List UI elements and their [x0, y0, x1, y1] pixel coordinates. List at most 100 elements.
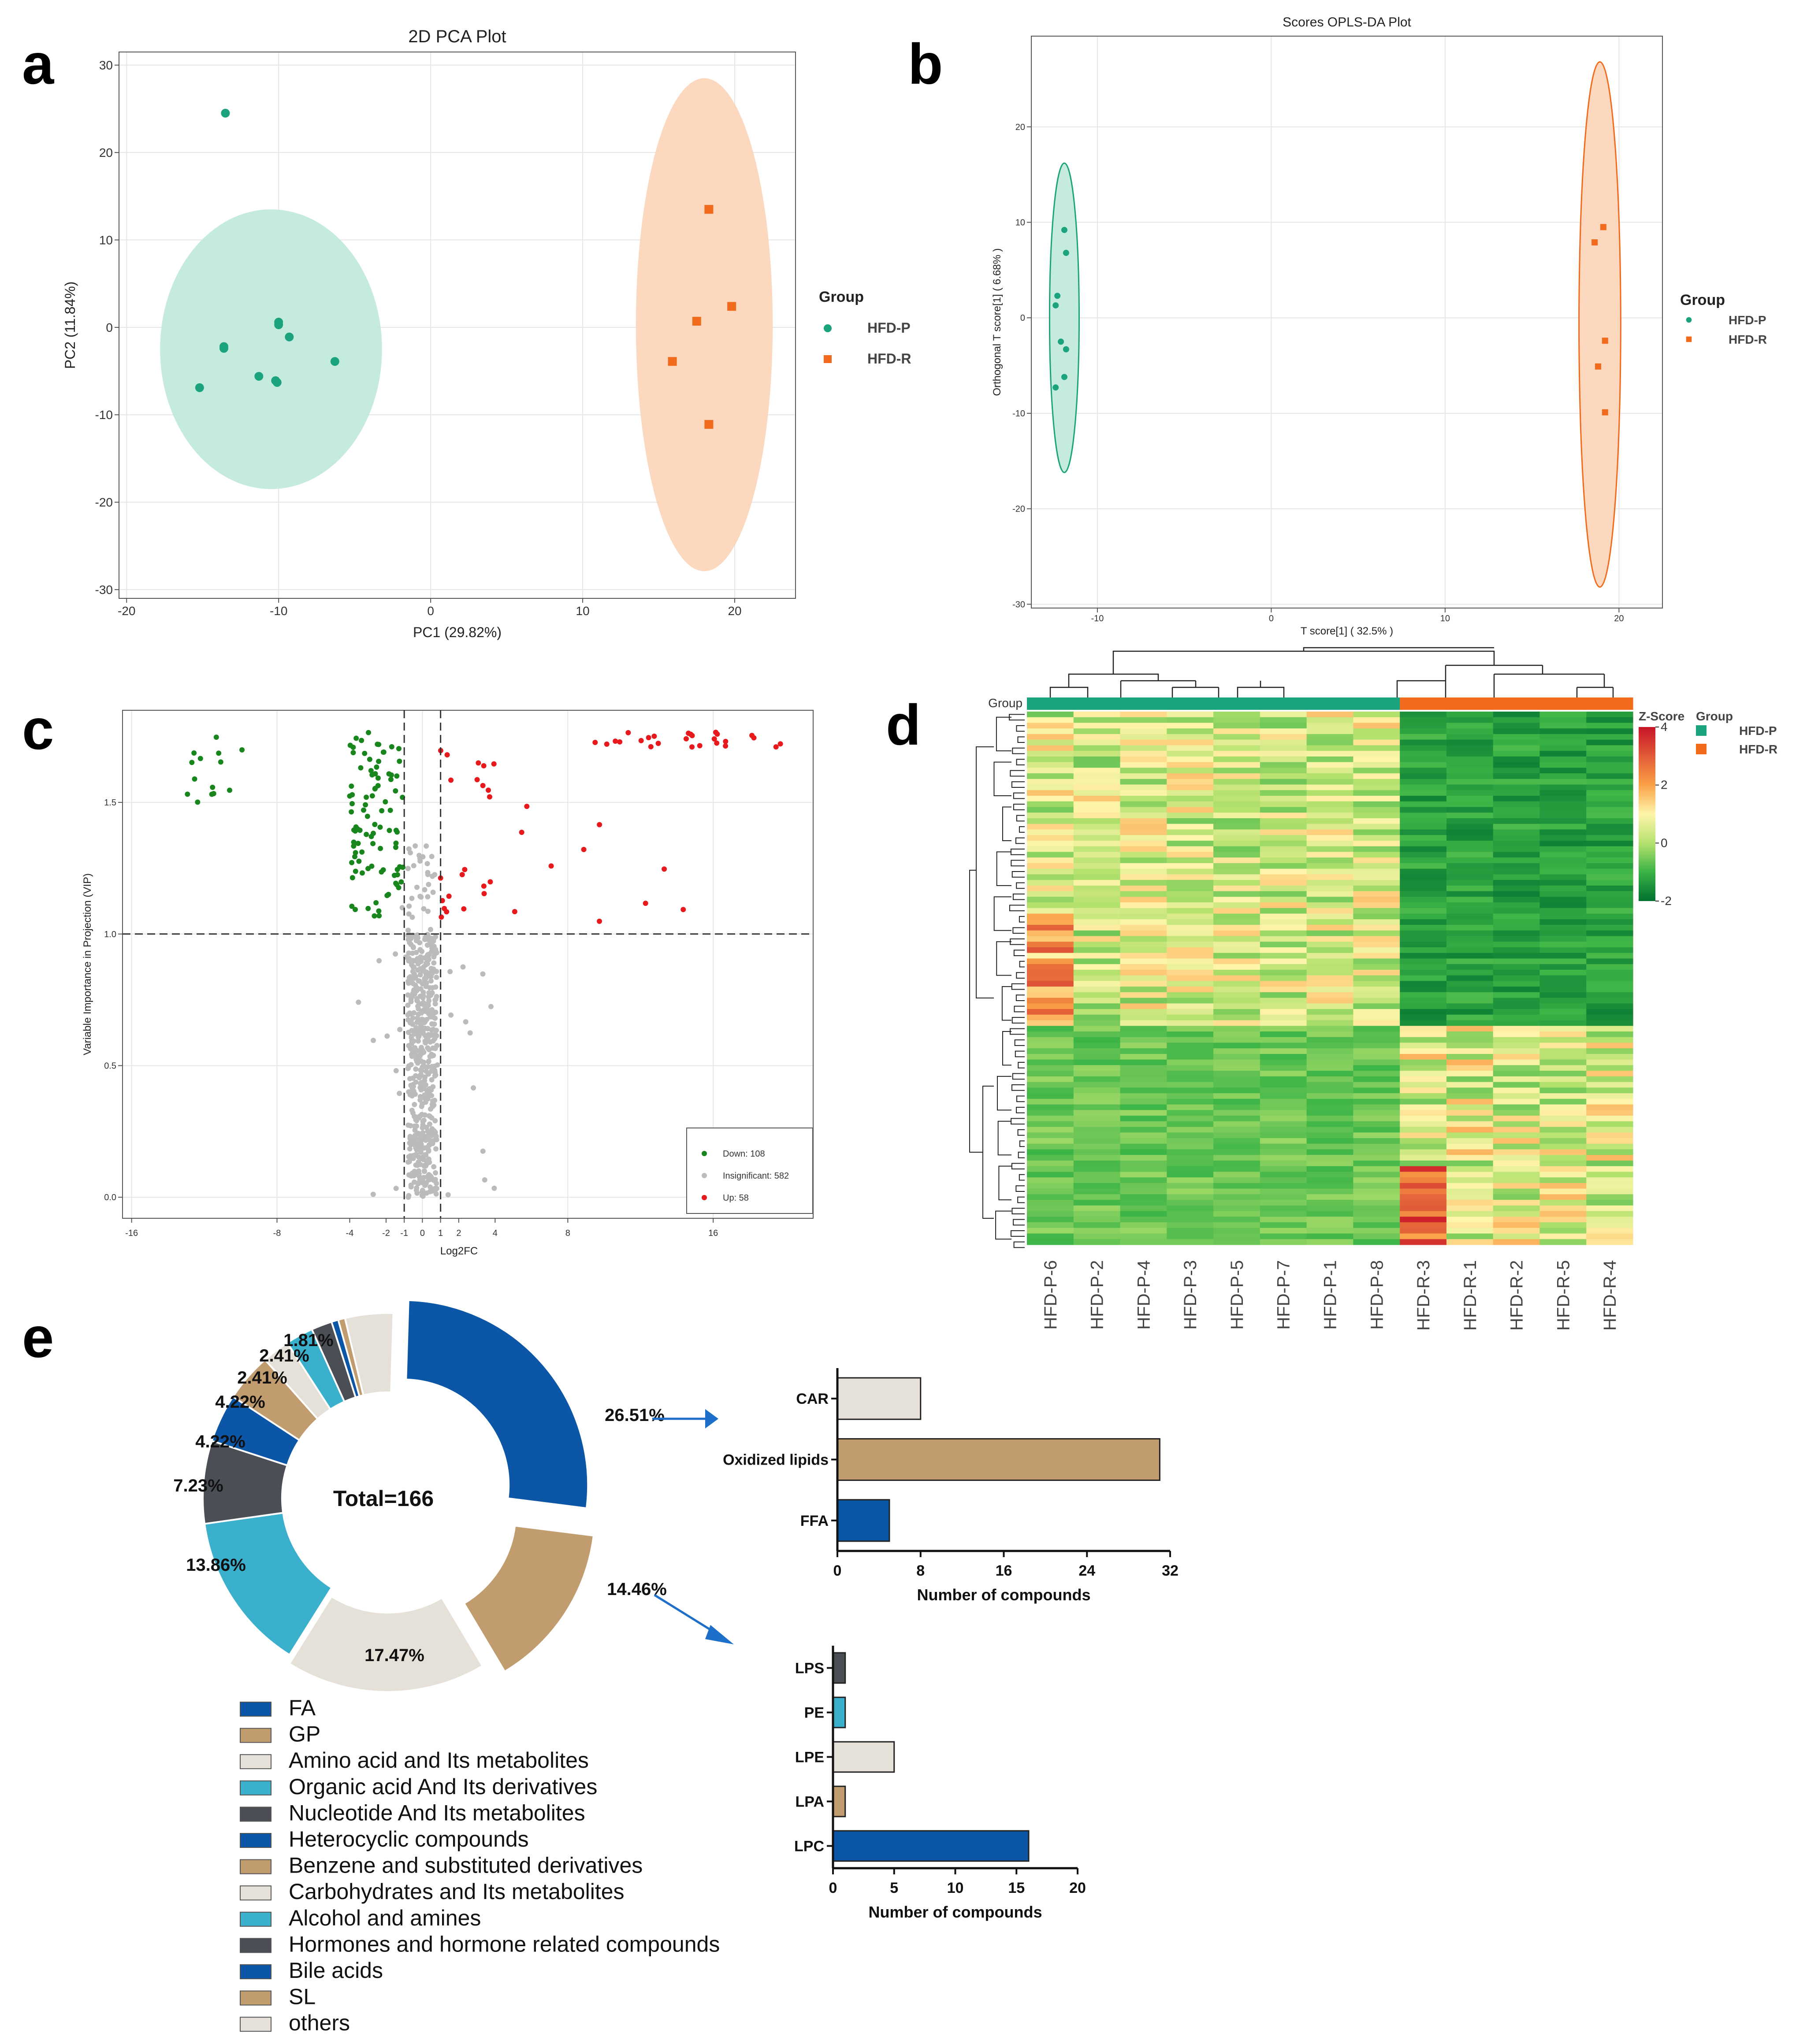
x-tick-label: 10	[576, 604, 590, 618]
heatmap-cell	[1539, 1138, 1587, 1144]
heatmap-cell	[1073, 891, 1121, 897]
heatmap-cell	[1400, 717, 1447, 723]
heatmap-cell	[1353, 1042, 1400, 1049]
heatmap-cell	[1120, 1200, 1167, 1206]
heatmap-cell	[1539, 1020, 1587, 1026]
heatmap-cell	[1446, 981, 1494, 987]
heatmap-cell	[1586, 1071, 1633, 1077]
heatmap-cell	[1073, 874, 1121, 880]
heatmap-cell	[1073, 1143, 1121, 1150]
heatmap-cell	[1073, 919, 1121, 925]
point-insig	[482, 1177, 487, 1183]
point-insig	[420, 1030, 426, 1036]
heatmap-cell	[1400, 908, 1447, 914]
heatmap-cell	[1400, 1200, 1447, 1206]
heatmap-cell	[1260, 998, 1307, 1004]
heatmap-cell	[1306, 846, 1353, 853]
heatmap-cell	[1493, 857, 1540, 864]
point-down	[349, 809, 354, 815]
heatmap-cell	[1073, 885, 1121, 892]
heatmap-cell	[1400, 987, 1447, 993]
point-up	[491, 761, 497, 767]
heatmap-cell	[1493, 863, 1540, 869]
heatmap-cell	[1027, 739, 1074, 746]
category-swatch	[240, 1938, 271, 1953]
heatmap-cell	[1306, 1200, 1353, 1206]
column-dendrogram	[1049, 647, 1614, 697]
heatmap-cell	[1446, 790, 1494, 796]
heatmap-cell	[1400, 1183, 1447, 1189]
heatmap-cell	[1586, 1054, 1633, 1060]
heatmap-cell	[1306, 1239, 1353, 1245]
bar	[837, 1377, 922, 1420]
heatmap-cell	[1213, 975, 1260, 981]
point-insig	[413, 1187, 419, 1193]
point-insig	[410, 1015, 416, 1021]
legend-swatch-hfd-p	[824, 324, 832, 332]
heatmap-cell	[1446, 1110, 1494, 1116]
heatmap-cell	[1213, 1048, 1260, 1054]
heatmap-cell	[1120, 1177, 1167, 1183]
heatmap-cell	[1120, 1003, 1167, 1009]
heatmap-cell	[1213, 958, 1260, 965]
heatmap-cell	[1306, 936, 1353, 942]
heatmap-cell	[1167, 1054, 1214, 1060]
heatmap-cell	[1353, 958, 1400, 965]
heatmap-cell	[1400, 992, 1447, 998]
y-tick-label: 0	[106, 321, 113, 334]
point-hfd-r	[704, 205, 714, 214]
heatmap-cell	[1400, 762, 1447, 768]
point-down	[209, 791, 215, 797]
heatmap-cell	[1213, 723, 1260, 729]
heatmap-cell	[1027, 734, 1074, 740]
heatmap-cell	[1027, 1172, 1074, 1178]
heatmap-cell	[1167, 902, 1214, 909]
plot-frame	[122, 710, 814, 1219]
heatmap-cell	[1586, 824, 1633, 830]
heatmap-cell	[1446, 1138, 1494, 1144]
heatmap-cell	[1167, 1110, 1214, 1116]
point-hfd-p	[221, 108, 230, 118]
heatmap-cell	[1073, 868, 1121, 875]
point-insig	[429, 1077, 435, 1083]
heatmap-cell	[1306, 857, 1353, 864]
heatmap-cell	[1539, 1228, 1587, 1234]
heatmap-cell	[1167, 1160, 1214, 1167]
heatmap-cell	[1027, 1143, 1074, 1150]
heatmap-cell	[1353, 1059, 1400, 1066]
heatmap-cell	[1167, 1026, 1214, 1032]
heatmap-cell	[1260, 964, 1307, 970]
point-down	[376, 908, 382, 914]
heatmap-cell	[1353, 857, 1400, 864]
heatmap-cell	[1213, 1082, 1260, 1088]
x-tick-label: 5	[890, 1880, 898, 1896]
x-axis-label: Number of compounds	[869, 1903, 1042, 1921]
heatmap-cell	[1446, 1098, 1494, 1105]
heatmap-cell	[1167, 857, 1214, 864]
heatmap-cell	[1073, 812, 1121, 819]
panel-letter-e: e	[22, 1305, 54, 1369]
point-hfd-r	[1600, 224, 1606, 230]
heatmap-cell	[1027, 1065, 1074, 1071]
heatmap-cell	[1353, 1183, 1400, 1189]
category-legend-item: Carbohydrates and Its metabolites	[289, 1879, 625, 1904]
heatmap-cell	[1400, 728, 1447, 735]
heatmap-cell	[1353, 1014, 1400, 1021]
panel-letter-c: c	[22, 697, 54, 761]
heatmap-cell	[1167, 1222, 1214, 1228]
heatmap-cell	[1260, 1228, 1307, 1234]
heatmap-cell	[1260, 958, 1307, 965]
x-tick-label: 20	[1614, 614, 1624, 623]
heatmap-cell	[1260, 1222, 1307, 1228]
heatmap-cell	[1306, 1138, 1353, 1144]
heatmap-cell	[1446, 1228, 1494, 1234]
heatmap-cell	[1213, 925, 1260, 931]
heatmap-cell	[1120, 913, 1167, 920]
heatmap-cell	[1586, 790, 1633, 796]
point-down	[370, 841, 376, 846]
heatmap-cell	[1213, 796, 1260, 802]
point-insig	[429, 1007, 435, 1013]
point-insig	[405, 1002, 411, 1008]
point-up	[592, 740, 598, 746]
heatmap-cell	[1586, 1217, 1633, 1223]
